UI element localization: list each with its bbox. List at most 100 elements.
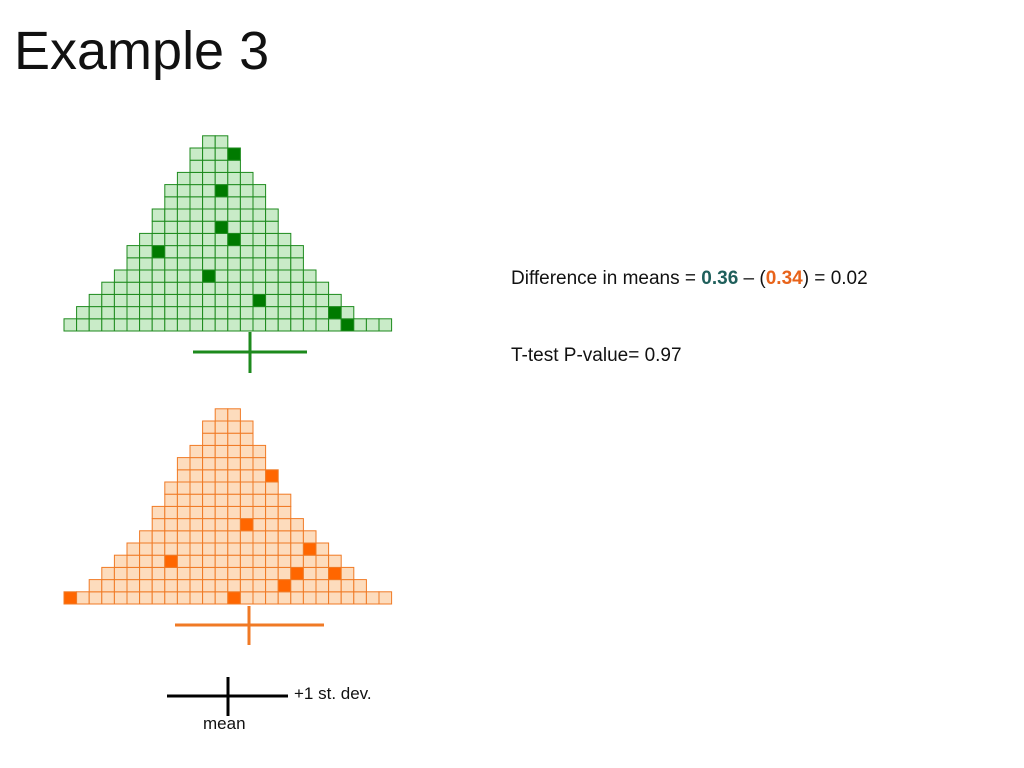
green-cell (202, 208, 216, 222)
orange-cell (214, 408, 229, 422)
green-cell (252, 208, 267, 222)
green-cell (227, 318, 241, 332)
green-cell (239, 293, 254, 308)
green-cell (139, 318, 153, 332)
orange-cell (139, 566, 153, 581)
green-cell (164, 196, 178, 210)
green-cell (126, 257, 141, 271)
green-cell (378, 318, 393, 332)
orange-cell (227, 444, 241, 459)
green-cell (113, 318, 128, 332)
green-cell (214, 196, 229, 210)
green-cell (315, 293, 330, 308)
orange-cell (315, 542, 330, 556)
orange-cell (202, 530, 216, 544)
green-cell (202, 220, 216, 234)
green-cell (76, 318, 90, 332)
green-highlighted-cell (328, 306, 342, 320)
green-cell (176, 171, 191, 186)
orange-highlighted-cell (328, 566, 342, 581)
orange-cell (164, 505, 178, 520)
green-cell (176, 208, 191, 222)
orange-cell (239, 432, 254, 446)
orange-cell (214, 420, 229, 434)
green-cell (214, 281, 229, 295)
green-cell (189, 232, 204, 247)
orange-cell (176, 493, 191, 507)
orange-cell (265, 493, 279, 507)
orange-cell (164, 518, 178, 532)
green-cell (189, 147, 204, 161)
green-cell (151, 208, 166, 222)
orange-cell (202, 518, 216, 532)
legend-sd-label: +1 st. dev. (294, 684, 372, 703)
green-cell (176, 245, 191, 259)
green-cell (189, 318, 204, 332)
orange-cell (189, 444, 204, 459)
green-cell (252, 232, 267, 247)
orange-cell (101, 566, 115, 581)
orange-cell (227, 505, 241, 520)
green-cell (139, 257, 153, 271)
t-test-p-value: T-test P-value= 0.97 (511, 345, 682, 366)
green-cell (239, 196, 254, 210)
orange-cell (239, 505, 254, 520)
orange-cell (202, 493, 216, 507)
orange-cell (176, 554, 191, 568)
orange-cell (252, 579, 267, 593)
green-cell (315, 306, 330, 320)
green-cell (252, 257, 267, 271)
orange-cell (126, 579, 141, 593)
orange-cell (315, 591, 330, 605)
green-cell (227, 220, 241, 234)
orange-cell (277, 554, 292, 568)
orange-cell (340, 566, 355, 581)
green-cell (214, 171, 229, 186)
green-cell (164, 318, 178, 332)
orange-cell (189, 530, 204, 544)
orange-cell (164, 591, 178, 605)
orange-cell (189, 457, 204, 471)
green-cell (252, 281, 267, 295)
green-cell (176, 184, 191, 198)
green-cell (328, 293, 342, 308)
orange-cell (265, 554, 279, 568)
orange-cell (139, 542, 153, 556)
orange-cell (227, 579, 241, 593)
green-highlighted-cell (252, 293, 267, 308)
orange-cell (277, 542, 292, 556)
orange-cell (113, 591, 128, 605)
green-cell (277, 306, 292, 320)
green-mean-value: 0.36 (701, 268, 739, 289)
green-cell (151, 281, 166, 295)
orange-cell (302, 554, 317, 568)
green-cell (227, 306, 241, 320)
green-cell (176, 220, 191, 234)
orange-cell (164, 579, 178, 593)
orange-cell (202, 481, 216, 495)
orange-cell (214, 493, 229, 507)
orange-cell (265, 542, 279, 556)
orange-cell (176, 518, 191, 532)
orange-cell (227, 518, 241, 532)
orange-cell (277, 518, 292, 532)
green-cell (202, 245, 216, 259)
green-cell (265, 232, 279, 247)
green-cell (139, 232, 153, 247)
green-cell (164, 293, 178, 308)
green-cell (139, 293, 153, 308)
orange-cell (139, 554, 153, 568)
orange-cell (265, 530, 279, 544)
green-cell (252, 196, 267, 210)
green-cell (252, 269, 267, 283)
green-cell (214, 159, 229, 173)
green-cell (176, 257, 191, 271)
orange-cell (202, 432, 216, 446)
green-cell (126, 318, 141, 332)
legend-mean-label: mean (203, 714, 246, 733)
orange-cell (176, 579, 191, 593)
green-cell (189, 293, 204, 308)
green-cell (164, 220, 178, 234)
green-cell (164, 208, 178, 222)
